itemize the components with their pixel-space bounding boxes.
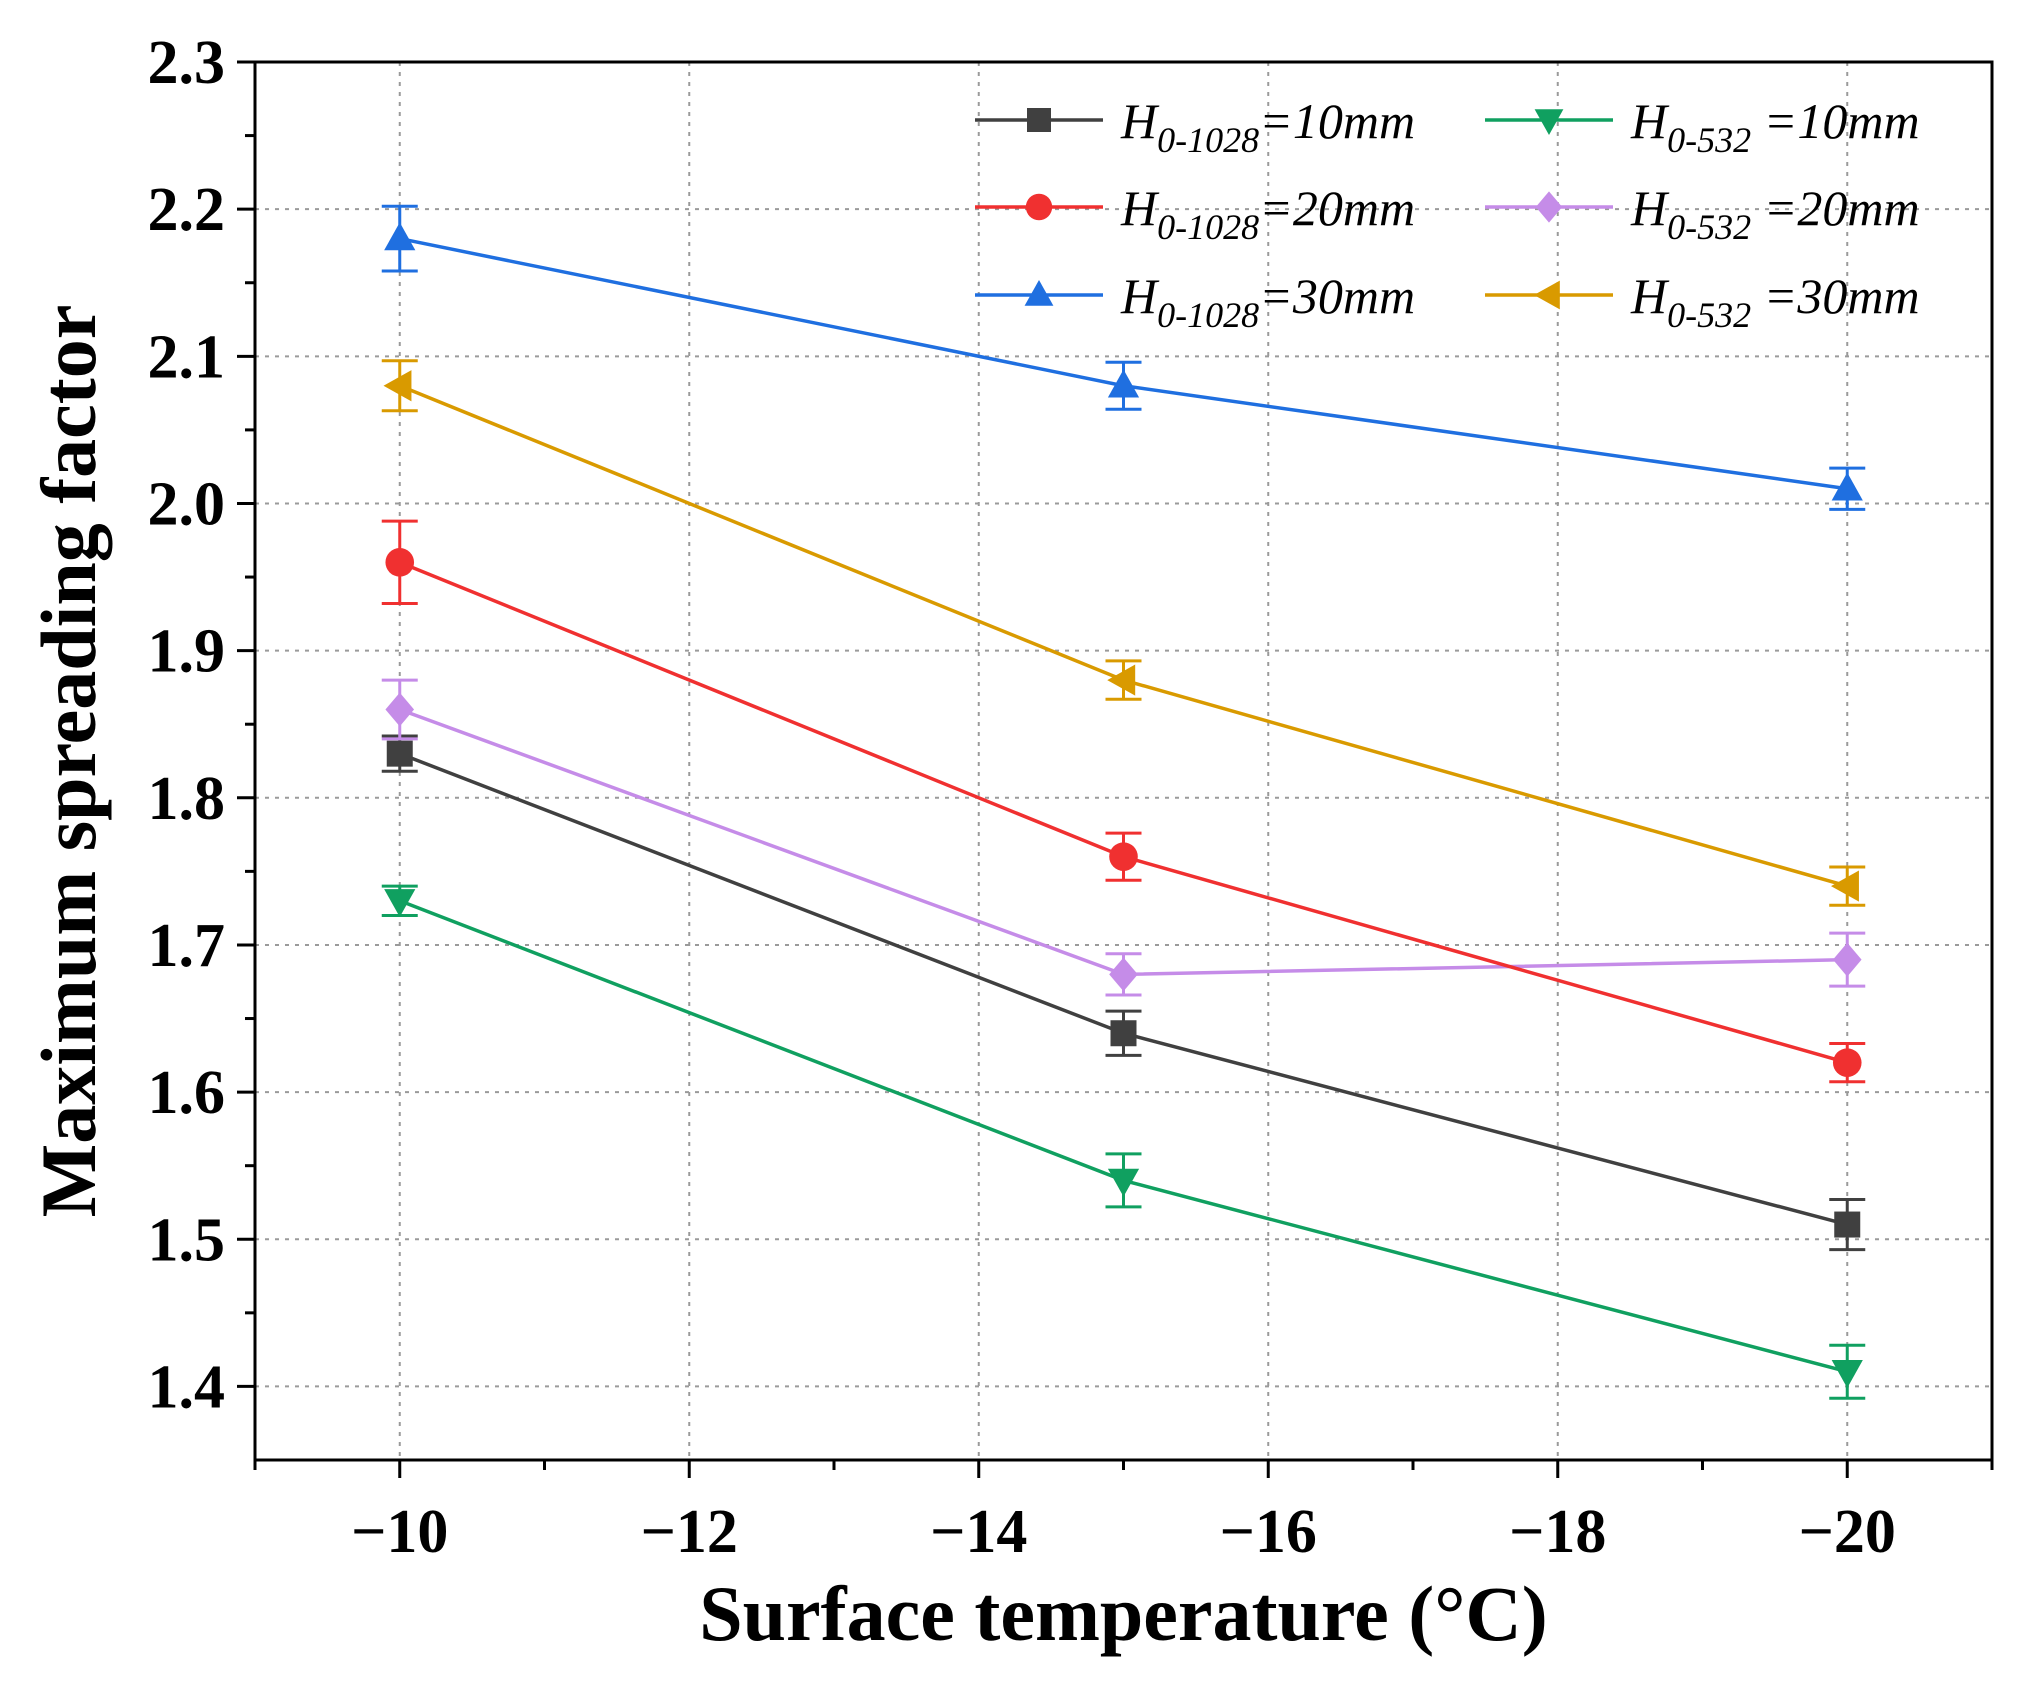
legend: H0-1028=10mm H0-1028=20mm H0-1028=30mm H0-5… xyxy=(975,93,1920,335)
data-point xyxy=(384,222,416,251)
data-point xyxy=(1109,957,1138,992)
legend-marker xyxy=(1024,280,1054,306)
series-5 xyxy=(381,678,1866,997)
y-tick-label: 2.3 xyxy=(148,29,226,97)
legend-marker xyxy=(1025,193,1053,221)
axis-ticks: −10 −12 −14 −16 −18 −20 1.4 1.5 1.6 1.7 1.8 1.9 2.0 2… xyxy=(148,29,1994,1566)
data-point xyxy=(383,370,412,402)
data-point xyxy=(386,740,413,767)
series-4 xyxy=(381,884,1866,1400)
y-tick-label: 1.7 xyxy=(148,912,226,980)
legend-marker xyxy=(1534,109,1564,135)
data-point xyxy=(1832,942,1862,977)
plot-series xyxy=(381,204,1866,1400)
legend-entry: H0-532 =30mm xyxy=(1485,268,1920,335)
data-point xyxy=(385,692,415,727)
x-tick-label: −14 xyxy=(930,1498,1027,1566)
x-axis-title: Surface temperature (°C) xyxy=(699,1570,1547,1657)
data-point xyxy=(1107,1168,1140,1197)
y-tick-label: 1.5 xyxy=(148,1206,226,1274)
legend-label: H0-1028=20mm xyxy=(1120,180,1415,247)
legend-marker xyxy=(1535,191,1563,223)
x-tick-label: −10 xyxy=(351,1498,448,1566)
data-point xyxy=(1831,870,1859,902)
legend-entry: H0-1028=30mm xyxy=(975,268,1415,335)
x-tick-label: −12 xyxy=(641,1498,738,1566)
data-point xyxy=(1831,472,1863,501)
legend-label: H0-1028=10mm xyxy=(1120,93,1415,160)
series-6 xyxy=(381,359,1866,907)
y-axis-title: Maximum spreading factor xyxy=(25,305,112,1218)
data-point xyxy=(1107,369,1140,398)
series-2 xyxy=(381,519,1866,1084)
legend-label: H0-1028=30mm xyxy=(1120,268,1415,335)
x-tick-label: −20 xyxy=(1799,1498,1896,1566)
data-point xyxy=(1831,1360,1863,1388)
legend-entry: H0-1028=20mm xyxy=(975,180,1415,247)
y-tick-label: 1.8 xyxy=(148,765,226,833)
series-line xyxy=(399,384,1848,888)
y-tick-label: 1.9 xyxy=(148,618,226,686)
y-tick-label: 1.4 xyxy=(148,1353,226,1421)
legend-entry: H0-1028=10mm xyxy=(975,93,1415,160)
y-tick-label: 1.6 xyxy=(148,1059,226,1127)
x-tick-label: −18 xyxy=(1509,1498,1606,1566)
y-tick-label: 2.1 xyxy=(148,323,226,391)
legend-entry: H0-532 =10mm xyxy=(1485,93,1920,160)
legend-label: H0-532 =30mm xyxy=(1630,268,1920,335)
series-3 xyxy=(381,204,1866,511)
legend-marker xyxy=(1027,108,1051,132)
y-tick-label: 2.0 xyxy=(148,470,226,538)
data-point xyxy=(384,889,416,918)
data-point xyxy=(1834,1211,1861,1238)
x-tick-label: −16 xyxy=(1220,1498,1317,1566)
legend-marker xyxy=(1534,280,1560,310)
data-point xyxy=(1832,1048,1862,1077)
data-point xyxy=(1109,842,1138,871)
data-point xyxy=(1107,664,1136,696)
legend-entry: H0-532 =20mm xyxy=(1485,180,1920,247)
data-point xyxy=(1110,1020,1137,1047)
legend-label: H0-532 =20mm xyxy=(1630,180,1920,247)
data-point xyxy=(385,548,415,577)
y-tick-label: 2.2 xyxy=(148,176,226,244)
series-1 xyxy=(381,734,1866,1252)
legend-label: H0-532 =10mm xyxy=(1630,93,1920,160)
